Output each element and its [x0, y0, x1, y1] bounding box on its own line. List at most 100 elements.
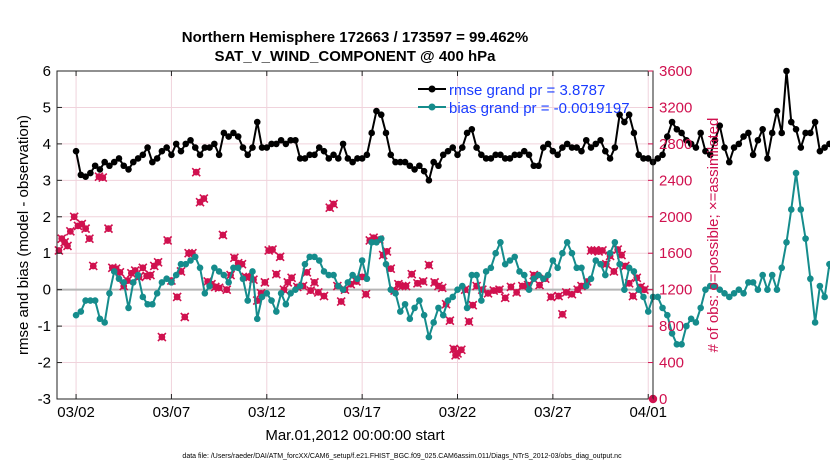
y-left-tick-label: 1 [43, 245, 51, 262]
rmse-point [187, 136, 194, 144]
bias-point [792, 169, 800, 177]
bias-point [783, 238, 790, 246]
assimilated-point-cross [214, 283, 224, 293]
rmse-point [826, 140, 830, 148]
rmse-point [301, 155, 309, 162]
bias-point [344, 279, 352, 286]
x-tick-label: 03/27 [534, 404, 572, 421]
rmse-point [597, 136, 604, 144]
bias-point [487, 264, 495, 272]
rmse-point [225, 133, 232, 140]
bias-point [458, 282, 466, 290]
chart-title-line-1: Northern Hemisphere 172663 / 173597 = 99… [182, 29, 528, 46]
assimilated-point-cross [172, 292, 182, 302]
rmse-point [311, 151, 318, 159]
rmse-point [91, 162, 99, 170]
bias-point [745, 279, 752, 286]
bias-point [549, 257, 557, 264]
bias-point [735, 286, 743, 293]
assimilated-point-cross [554, 291, 564, 301]
bias-point [787, 206, 795, 213]
x-axis-ticks: 03/02 03/07 03/12 03/17 03/22 03/27 04/01 [57, 71, 667, 421]
rmse-point [191, 144, 199, 151]
bias-point [501, 260, 509, 268]
bias-point [120, 279, 128, 286]
assimilated-point-cross [191, 167, 201, 177]
rmse-point [425, 177, 433, 184]
bias-point [392, 290, 399, 297]
rmse-point [697, 129, 704, 137]
bias-point [644, 308, 652, 315]
assimilated-point-cross [65, 226, 75, 236]
bias-point [153, 290, 161, 297]
rmse-point [807, 129, 814, 137]
rmse-point [96, 166, 104, 173]
rmse-point [454, 151, 461, 159]
rmse-point [110, 158, 118, 166]
rmse-point [273, 140, 280, 148]
assimilated-point-cross [267, 245, 278, 255]
rmse-point [211, 140, 218, 148]
bias-point [621, 286, 628, 293]
rmse-point [368, 129, 375, 137]
rmse-point [268, 140, 275, 148]
bias-point [730, 290, 738, 297]
bias-point [778, 264, 786, 272]
rmse-point [749, 151, 757, 159]
rmse-point [802, 129, 809, 137]
rmse-point [473, 144, 480, 151]
assimilated-point-cross [628, 291, 638, 301]
rmse-point [549, 147, 557, 155]
rmse-point [511, 151, 519, 159]
bias-point [416, 297, 423, 304]
bias-point [168, 279, 175, 286]
bias-point [215, 268, 223, 275]
bias-point [330, 271, 337, 279]
bias-point [401, 300, 409, 308]
assimilated-point-cross [557, 309, 567, 319]
rmse-point [420, 167, 428, 175]
bias-point [525, 286, 533, 293]
assimilated-point-cross [84, 234, 94, 244]
bias-point [339, 286, 347, 293]
bias-point [96, 315, 104, 323]
bias-point [177, 260, 185, 268]
assimilated-point-cross [103, 224, 114, 234]
assimilated-point-cross [456, 345, 466, 355]
rmse-point [458, 144, 466, 151]
bias-point [282, 300, 290, 308]
bias-point [740, 290, 747, 297]
rmse-point [783, 67, 790, 75]
bias-point [578, 264, 585, 272]
bias-point [411, 304, 418, 312]
y-left-axis-label: rmse and bias (model - observation) [15, 115, 32, 355]
bias-point [563, 238, 571, 246]
bias-point [725, 293, 733, 301]
rmse-point [416, 162, 423, 170]
assimilated-point-cross [153, 257, 163, 267]
assimilated-point-cross [157, 332, 167, 342]
rmse-point [544, 140, 552, 148]
y-right-tick-label: 1200 [659, 282, 692, 299]
bias-point [172, 271, 180, 279]
bias-point [239, 275, 247, 283]
rmse-point [168, 151, 175, 159]
rmse-point [263, 144, 271, 151]
bias-line [75, 172, 830, 346]
bias-point [687, 315, 695, 323]
bias-point [654, 293, 662, 301]
legend-rmse-marker [428, 85, 436, 93]
rmse-point [525, 151, 533, 159]
bias-point [439, 311, 447, 319]
rmse-point [287, 136, 294, 144]
plot-frame [56, 70, 654, 400]
rmse-point [625, 111, 633, 119]
rmse-point [206, 144, 213, 151]
rmse-point [392, 158, 399, 166]
bias-point [602, 271, 609, 279]
assimilated-point-cross [309, 277, 320, 287]
bias-point [497, 238, 504, 246]
bias-point [606, 249, 614, 257]
bias-point [158, 279, 166, 286]
rmse-point [492, 151, 499, 159]
